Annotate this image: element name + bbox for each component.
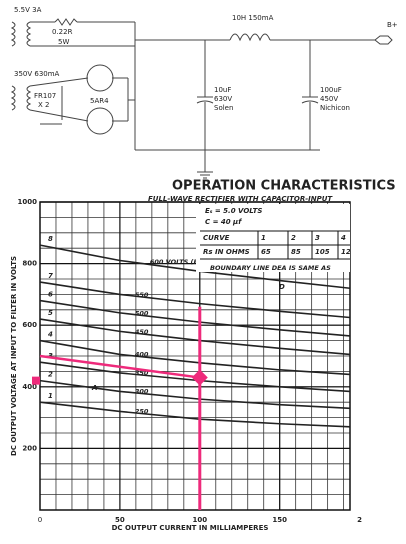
curve [39,281,351,319]
curve-number: 1 [48,392,53,400]
x-tick-label: 100 [192,516,207,524]
boundary-point: D [279,283,285,291]
x-tick-label: 0 [38,516,42,524]
curve-label: 400 [135,351,149,359]
schematic-label: 630V [214,95,232,103]
x-tick-label: 50 [115,516,125,524]
schematic-label: Solen [214,104,233,112]
x-axis-label: DC OUTPUT CURRENT IN MILLIAMPERES [112,524,269,532]
curve-label: 250 [135,407,149,415]
schematic-label: 100uF [320,86,342,94]
capacitor-plate [196,100,214,104]
curve-label: 300 [135,387,149,395]
transformer-coil [10,85,16,111]
y-tick-label: 200 [22,444,37,452]
y-tick-label: 800 [22,260,37,268]
curve [39,379,351,410]
x-tick-label: 2 [357,516,362,524]
schematic-label: 5AR4 [90,97,109,105]
curve-number: 4 [48,331,53,339]
transformer-coil [26,21,32,47]
table-cell: 85 [291,248,301,256]
schematic-label: 10uF [214,86,231,94]
table-header: 3 [315,234,320,242]
boundary-point: A [91,384,97,392]
schematic-label: Nichicon [320,104,350,112]
y-tick-label: 400 [22,383,37,391]
table-cell: 12 [341,248,351,256]
table-header: 4 [341,234,346,242]
schematic-label: B+ [387,21,398,29]
capacitor-plate [301,100,319,104]
x-tick-label: 150 [272,516,287,524]
curve-label: 350 [135,369,149,377]
schematic-label: 5.5V 3A [14,6,42,14]
terminal [374,35,393,45]
curve-label: 450 [135,328,149,336]
curve-number: 7 [48,272,53,280]
condition: C = 40 μf [205,218,242,226]
curve-label: 550 [135,291,149,299]
table-cell: 105 [315,248,330,256]
schematic-label: 5W [58,38,69,46]
condition: Eₛ = 5.0 VOLTS [205,207,262,215]
operating-point [191,369,208,386]
schematic-label: X 2 [38,101,49,109]
schematic-label: 10H 150mA [232,14,274,22]
curve [39,299,351,337]
curve-number: 5 [48,309,53,317]
conditions-box [196,204,350,272]
table-header: 2 [291,234,296,242]
wire [29,77,89,87]
highlight-line [39,354,200,379]
y-tick-label: 600 [22,321,37,329]
table-header: 1 [261,234,266,242]
table-cell: Rs IN OHMS [203,248,250,256]
wire [29,109,89,122]
table-header: CURVE [203,234,230,242]
table-cell: 65 [261,248,271,256]
tube [86,107,114,135]
tube [86,64,114,92]
schematic-label: 450V [320,95,338,103]
schematic-label: 0.22R [52,28,73,36]
transformer-coil [26,85,32,111]
schematic [10,18,393,179]
curve-label: 500 [135,310,149,318]
chart-title: OPERATION CHARACTERISTICS [172,179,396,194]
curve-number: 6 [48,291,53,299]
axis-marker [32,376,40,385]
choke [229,33,271,42]
transformer-coil [10,21,16,47]
curve-number: 2 [48,371,53,379]
y-axis-label: DC OUTPUT VOLTAGE AT INPUT TO FILTER IN … [10,256,18,456]
curve-number: 8 [48,235,53,243]
resistor [54,18,78,26]
schematic-label: FR107 [34,92,56,100]
boundary-note: BOUNDARY LINE DEA IS SAME AS [210,264,331,272]
schematic-label: 350V 630mA [14,70,60,78]
curve [39,339,351,376]
chart-subtitle: FULL-WAVE RECTIFIER WITH CAPACITOR-INPUT [148,195,333,203]
y-tick-label: 1000 [18,198,38,206]
